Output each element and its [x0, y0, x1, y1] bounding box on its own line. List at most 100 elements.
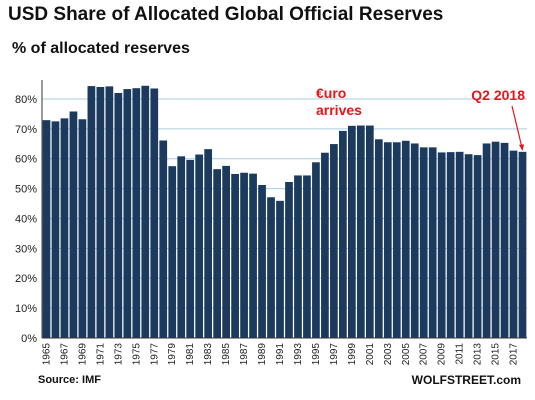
bar — [374, 139, 383, 338]
x-tick-label: 1979 — [167, 343, 178, 366]
x-tick-label: 1993 — [293, 343, 304, 366]
source-note: Source: IMF — [38, 374, 101, 386]
y-tick-label: 10% — [15, 303, 37, 315]
x-tick-label: 1967 — [59, 343, 70, 366]
x-tick-label: 1997 — [329, 343, 340, 366]
y-tick-label: 70% — [15, 124, 37, 136]
bar — [410, 143, 419, 338]
x-tick-label: 1965 — [41, 343, 52, 366]
bar — [365, 125, 374, 338]
bar — [150, 88, 159, 338]
x-tick-label: 2017 — [509, 343, 520, 366]
x-tick-label: 1977 — [149, 343, 160, 366]
bar — [303, 175, 311, 338]
bar — [159, 140, 168, 338]
bar — [339, 130, 347, 338]
axes: 0% 10% 20% 30% 40% 50% 60% 70% 80% 1965 1967 1969 19… — [15, 80, 527, 365]
bar — [330, 144, 338, 338]
x-tick-label: 1975 — [131, 343, 142, 366]
y-tick-label: 20% — [15, 273, 37, 285]
bar — [491, 141, 500, 338]
gridlines — [42, 98, 527, 309]
bar — [204, 149, 213, 338]
bar — [267, 197, 275, 338]
x-tick-label: 1969 — [77, 343, 88, 366]
bar — [114, 92, 123, 338]
x-tick-label: 2009 — [437, 343, 448, 366]
y-tick-label: 60% — [15, 154, 37, 166]
brand-label: WOLFSTREET.com — [411, 373, 521, 387]
bar — [401, 140, 410, 338]
bar — [87, 86, 96, 338]
chart-subtitle: % of allocated reserves — [12, 40, 190, 57]
annotation-arrow-line — [511, 105, 524, 150]
bar — [123, 89, 132, 338]
y-tick-label: 30% — [15, 243, 37, 255]
x-tick-label: 2005 — [401, 343, 412, 366]
bar — [500, 142, 509, 338]
bar — [294, 175, 302, 338]
bar — [240, 172, 248, 338]
x-tick-label: 1995 — [311, 343, 322, 366]
bar — [356, 125, 365, 338]
x-tick-label: 1981 — [185, 343, 196, 366]
bar — [446, 152, 455, 338]
bar — [168, 166, 177, 338]
bar — [392, 142, 401, 338]
bar — [419, 147, 428, 338]
euro-annotation-label: arrives — [316, 102, 362, 118]
bar — [312, 162, 320, 338]
x-tick-label: 1991 — [275, 343, 286, 366]
chart-title: USD Share of Allocated Global Official R… — [8, 4, 444, 25]
bar — [518, 151, 527, 338]
bar — [473, 155, 482, 338]
bar — [258, 185, 266, 338]
bar — [437, 152, 446, 338]
bar — [195, 154, 204, 338]
bar — [132, 88, 141, 338]
bar — [321, 152, 329, 338]
bar — [464, 154, 473, 338]
annotation-arrow-head — [519, 144, 525, 151]
y-tick-label: 40% — [15, 213, 37, 225]
x-tick-label: 1985 — [221, 343, 232, 366]
bar — [249, 173, 257, 338]
bar — [186, 159, 195, 338]
bar — [141, 85, 150, 338]
q2-2018-annotation-label: Q2 2018 — [471, 87, 525, 103]
bar — [78, 119, 87, 339]
bar — [455, 151, 464, 338]
bar — [285, 182, 293, 338]
bar — [509, 150, 518, 338]
bars — [42, 85, 527, 339]
x-tick-label: 2003 — [383, 343, 394, 366]
x-tick-label: 1999 — [347, 343, 358, 366]
bar — [96, 86, 105, 338]
y-tick-label: 80% — [15, 94, 37, 106]
x-tick-label: 2015 — [491, 343, 502, 366]
x-tick-label: 1971 — [95, 343, 106, 366]
x-tick-label: 1973 — [113, 343, 124, 366]
x-tick-label: 1989 — [257, 343, 268, 366]
bar — [276, 200, 284, 338]
euro-annotation-label: €uro — [316, 85, 346, 101]
bar — [222, 165, 230, 338]
bar — [482, 143, 491, 338]
bar — [51, 121, 60, 339]
bar — [177, 156, 186, 338]
x-tick-label: 2001 — [365, 343, 376, 366]
bar — [213, 169, 222, 338]
bar — [42, 120, 51, 338]
y-tick-label: 50% — [15, 184, 37, 196]
bar — [60, 118, 69, 338]
x-tick-label: 2011 — [455, 343, 466, 365]
bar — [383, 142, 392, 338]
x-tick-label: 1987 — [239, 343, 250, 366]
x-tick-label: 1983 — [203, 343, 214, 366]
bar — [231, 173, 239, 338]
x-tick-label: 2013 — [473, 343, 484, 366]
y-tick-label: 0% — [21, 333, 37, 345]
bar — [69, 111, 78, 339]
